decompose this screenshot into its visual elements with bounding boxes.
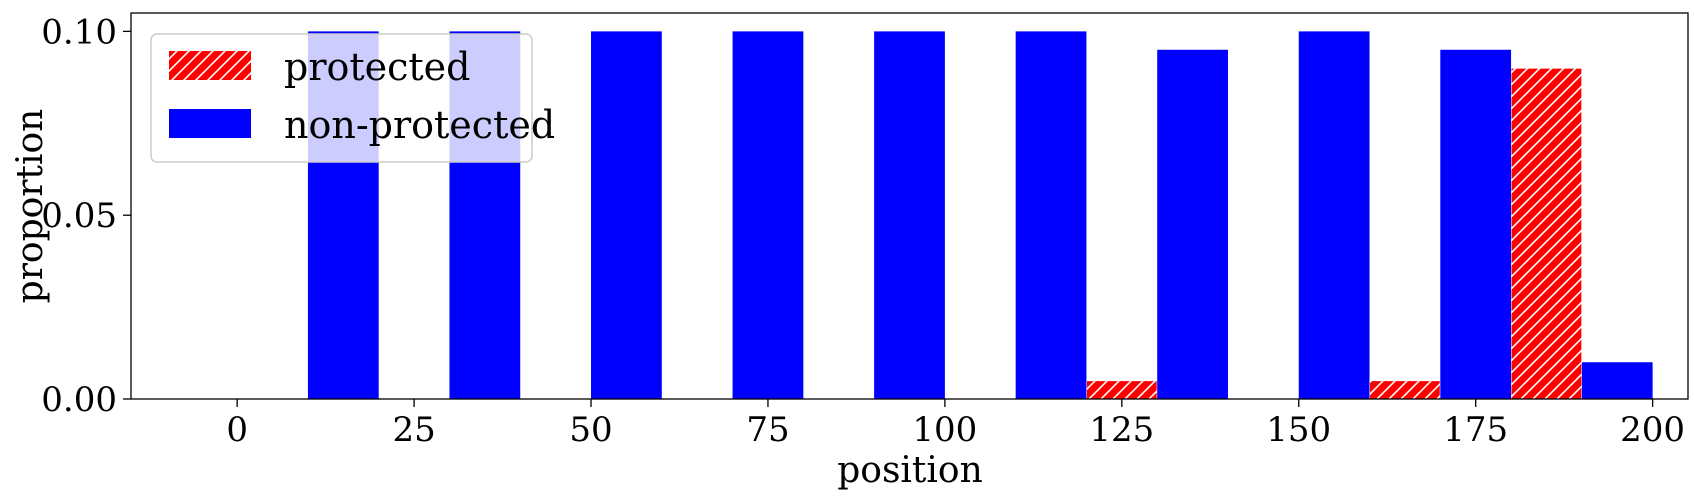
- plot-frame: [130, 12, 1689, 400]
- bar-non-protected-90: [874, 31, 945, 400]
- legend: protected non-protected: [150, 33, 555, 163]
- x-tick-label: 75: [746, 410, 789, 450]
- bar-non-protected-70: [732, 31, 804, 400]
- bar-non-protected-110: [1015, 31, 1087, 400]
- legend-swatch-non-protected: [169, 109, 251, 138]
- x-axis-title: position: [837, 450, 983, 491]
- y-tick-label: 0.00: [41, 380, 117, 420]
- bar-non-protected-190: [1581, 362, 1653, 399]
- bar-non-protected-150: [1298, 31, 1370, 400]
- bar-non-protected-130: [1157, 49, 1228, 400]
- x-tick-label: 100: [912, 410, 977, 450]
- bar-non-protected-50: [591, 31, 662, 400]
- x-tick-label: 175: [1443, 410, 1508, 450]
- legend-label-protected: protected: [284, 45, 471, 89]
- legend-label-non-protected: non-protected: [284, 103, 555, 147]
- y-tick-label: 0.10: [41, 12, 117, 52]
- bar-protected-180: [1510, 67, 1583, 400]
- x-tick-label: 25: [392, 410, 435, 450]
- x-tick-label: 0: [226, 410, 248, 450]
- bar-protected-160: [1369, 380, 1441, 400]
- y-tick-label: 0.05: [41, 196, 117, 236]
- legend-swatch-protected: [169, 51, 251, 80]
- bar-protected-120: [1085, 380, 1158, 400]
- x-tick-label: 125: [1089, 410, 1154, 450]
- x-tick-label: 200: [1620, 410, 1685, 450]
- bar-non-protected-170: [1440, 49, 1512, 400]
- y-axis-title: proportion: [10, 109, 51, 304]
- x-tick-label: 50: [569, 410, 612, 450]
- x-tick-label: 150: [1266, 410, 1331, 450]
